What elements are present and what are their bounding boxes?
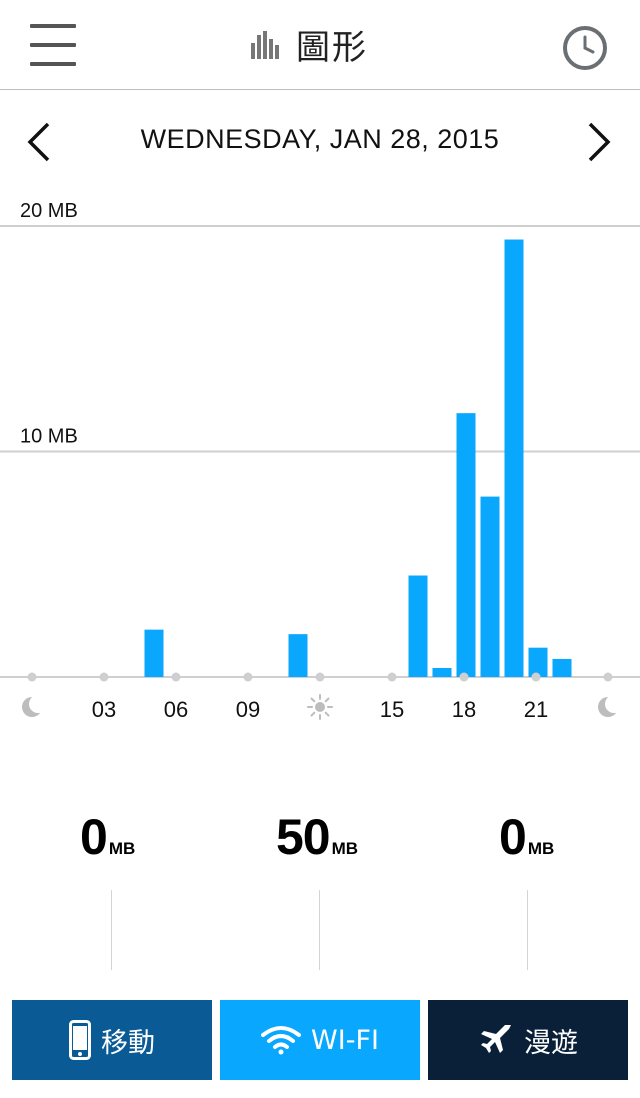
tick-dot: [387, 672, 397, 682]
x-tick-label: 18: [452, 697, 476, 722]
wifi-total: 50 MB: [276, 808, 358, 866]
bar-hour-18: [456, 413, 476, 677]
hamburger-menu-icon[interactable]: [30, 24, 78, 68]
divider: [111, 890, 112, 970]
total-unit: MB: [331, 839, 359, 858]
page-title: 圖形: [296, 27, 368, 68]
tab-wifi[interactable]: WI-FI: [220, 1000, 420, 1080]
bar-hour-5: [144, 629, 164, 677]
tick-dot: [315, 672, 325, 682]
tick-dot: [27, 672, 37, 682]
tab-roaming[interactable]: 漫遊: [428, 1000, 628, 1080]
sun-ray: [310, 711, 316, 717]
total-unit: MB: [108, 839, 136, 858]
y-axis-label: 20 MB: [20, 200, 78, 222]
total-value: 0: [499, 809, 527, 865]
tab-mobile[interactable]: 移動: [12, 1000, 212, 1080]
x-tick-label: 03: [92, 697, 116, 722]
sun-ray: [324, 697, 330, 703]
tick-dot: [459, 672, 469, 682]
moon-icon: [598, 695, 623, 717]
tick-dot: [99, 672, 109, 682]
x-tick-label: 06: [164, 697, 188, 722]
smartphone-icon: [69, 1020, 91, 1060]
bar-chart-icon: [251, 31, 279, 59]
header-title-group: 圖形: [250, 22, 368, 68]
airplane-icon: [478, 1022, 514, 1058]
wifi-icon: [261, 1025, 302, 1055]
tick-dot: [603, 672, 613, 682]
divider: [527, 890, 528, 970]
usage-bar-chart: 20 MB 10 MB 03 06 09 15 18 21: [0, 200, 640, 722]
sun-core: [315, 702, 325, 712]
y-axis-label: 10 MB: [20, 426, 78, 448]
x-tick-label: 21: [524, 697, 548, 722]
bar-hour-19: [480, 496, 500, 677]
divider: [319, 890, 320, 970]
tab-wifi-label: WI-FI: [311, 1024, 379, 1056]
tick-dot: [243, 672, 253, 682]
tab-mobile-label: 移動: [101, 1027, 155, 1059]
total-unit: MB: [527, 839, 555, 858]
roaming-total: 0 MB: [499, 808, 554, 866]
sun-ray: [310, 697, 316, 703]
chevron-right-icon[interactable]: [580, 120, 616, 164]
bar-hour-20: [504, 239, 524, 677]
mobile-total: 0 MB: [80, 808, 135, 866]
x-tick-label: 15: [380, 697, 404, 722]
x-tick-label: 09: [236, 697, 260, 722]
date-label: WEDNESDAY, JAN 28, 2015: [140, 124, 500, 154]
total-value: 0: [80, 809, 108, 865]
sun-icon: [307, 694, 333, 720]
bar-hour-22: [552, 658, 572, 677]
bar-hour-21: [528, 647, 548, 677]
total-value: 50: [276, 809, 331, 865]
tick-dot: [171, 672, 181, 682]
clock-icon[interactable]: [562, 25, 608, 71]
tick-dot: [531, 672, 541, 682]
tab-roaming-label: 漫遊: [524, 1027, 578, 1059]
bar-hour-11: [288, 634, 308, 677]
bar-hour-16: [408, 575, 428, 677]
sun-ray: [324, 711, 330, 717]
moon-icon: [22, 695, 47, 717]
moon-cutout: [29, 695, 47, 713]
chevron-left-icon[interactable]: [22, 120, 58, 164]
moon-cutout: [605, 695, 623, 713]
bar-hour-17: [432, 667, 452, 677]
app-header: 圖形: [0, 0, 640, 90]
